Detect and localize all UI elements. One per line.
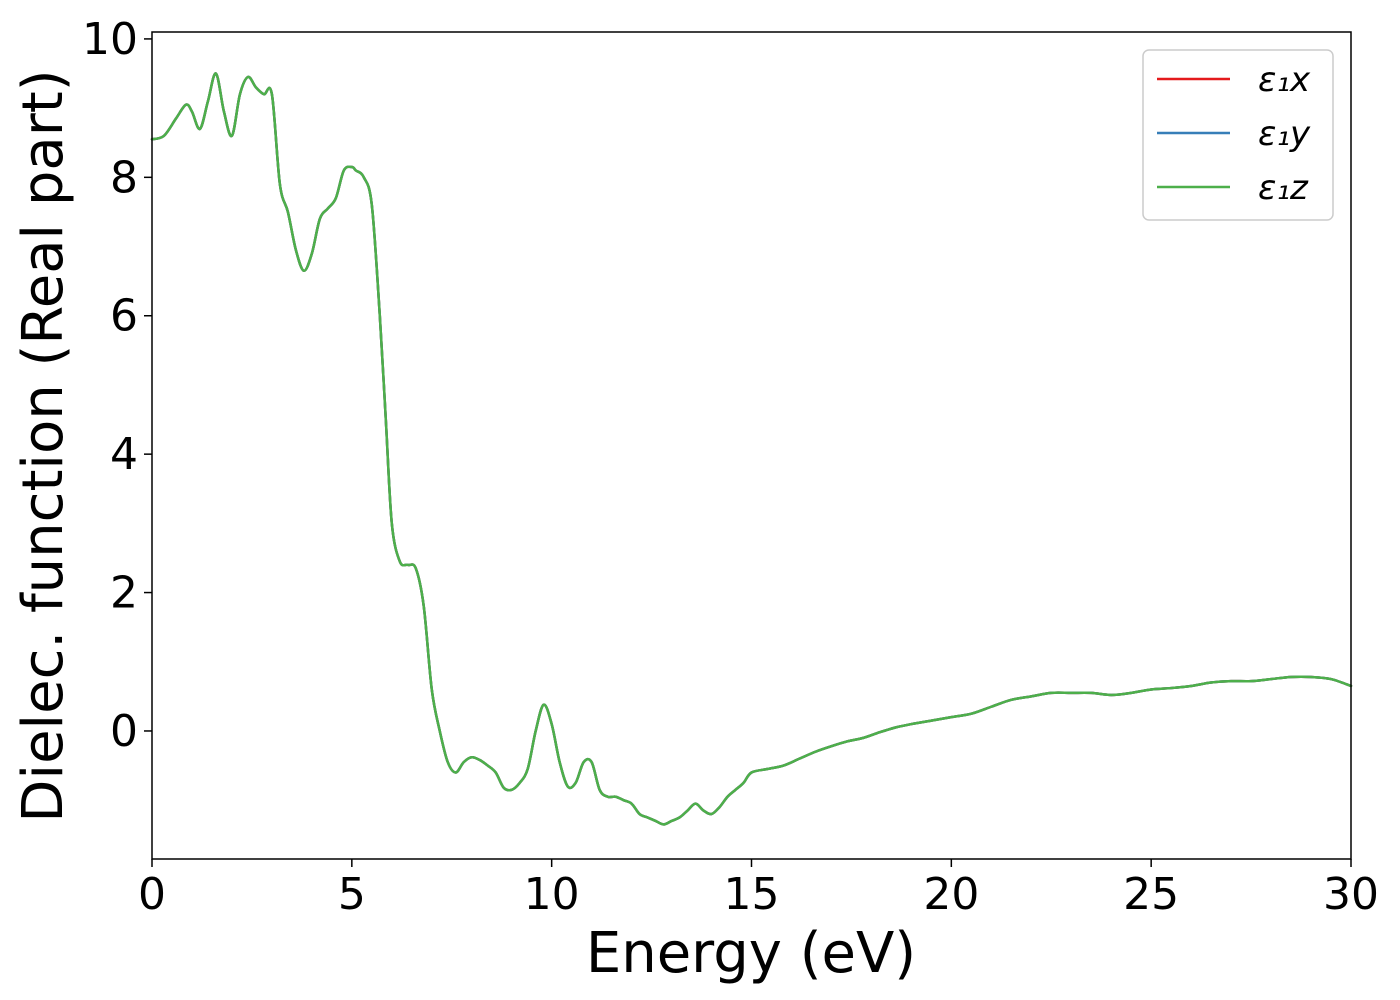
y-tick-label: 6: [110, 291, 138, 342]
x-tick-label: 30: [1323, 869, 1379, 920]
y-axis-title: Dielec. function (Real part): [11, 69, 76, 822]
x-tick-label: 15: [724, 869, 780, 920]
y-tick-label: 8: [110, 152, 138, 203]
x-tick-label: 10: [524, 869, 580, 920]
legend-box: [1142, 49, 1334, 221]
legend: ε₁x ε₁y ε₁z: [1142, 49, 1334, 221]
legend-label-2: ε₁y: [1258, 114, 1311, 154]
legend-label-3: ε₁z: [1258, 168, 1309, 208]
series-layer: [150, 72, 1353, 826]
x-tick-label: 20: [923, 869, 979, 920]
x-tick-label: 5: [338, 869, 366, 920]
y-tick-label: 0: [110, 706, 138, 757]
x-axis-title: Energy (eV): [586, 921, 916, 986]
y-axis: 0 2 4 6 8 10: [82, 14, 152, 757]
x-tick-label: 0: [138, 869, 166, 920]
y-tick-label: 2: [110, 568, 138, 619]
series-line-3: [150, 72, 1353, 826]
legend-label-1: ε₁x: [1258, 60, 1311, 100]
x-tick-label: 25: [1123, 869, 1179, 920]
x-axis: 0 5 10 15 20 25 30: [138, 859, 1379, 920]
y-tick-label: 10: [82, 14, 138, 65]
y-tick-label: 4: [110, 429, 138, 480]
